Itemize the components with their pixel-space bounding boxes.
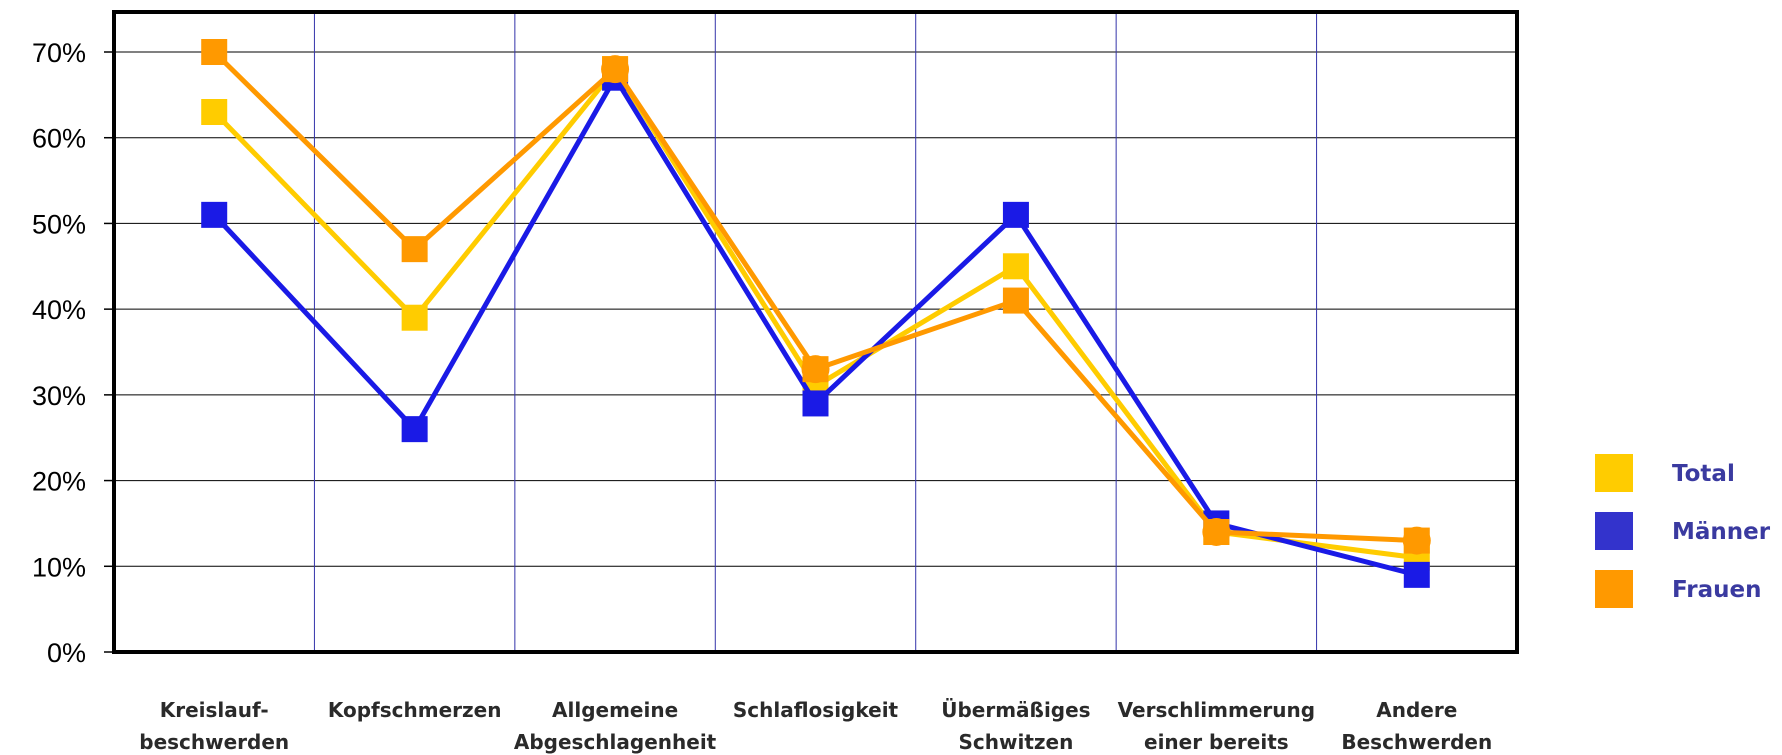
data-point-männer	[201, 201, 228, 228]
y-tick-label: 60%	[32, 124, 86, 154]
legend: Total Männer Frauen	[1595, 454, 1771, 608]
data-point-frauen	[401, 236, 428, 263]
legend-swatch-frauen	[1595, 570, 1633, 608]
y-tick-label: 40%	[32, 295, 86, 325]
y-tick-label: 0%	[47, 638, 86, 668]
grid	[104, 12, 1517, 653]
series-lines	[201, 39, 1431, 588]
y-tick-label: 70%	[32, 38, 86, 68]
series-line-total	[212, 66, 1418, 561]
data-point-circle-frauen	[801, 355, 830, 384]
legend-swatch-männer	[1595, 512, 1633, 550]
plot-border	[112, 10, 1519, 654]
data-point-total	[1002, 253, 1029, 280]
data-point-circle-frauen	[601, 55, 630, 84]
x-tick-label: Allgemeine Abgeschlagenheit	[514, 698, 717, 754]
plot-frame	[112, 10, 1519, 654]
x-tick-label: Andere Beschwerden	[1341, 698, 1492, 754]
data-point-total	[401, 304, 428, 331]
data-point-männer	[401, 416, 428, 443]
data-point-männer	[802, 390, 829, 417]
y-tick-label: 20%	[32, 467, 86, 497]
y-tick-label: 50%	[32, 209, 86, 239]
y-tick-label: 10%	[32, 552, 86, 582]
data-point-total	[201, 99, 228, 125]
x-axis-tick-labels: Kreislauf-beschwerden Kopfschmerzen Allgem…	[139, 698, 1492, 754]
x-tick-label: Übermäßiges Schwitzen	[941, 698, 1090, 754]
data-point-frauen	[201, 39, 228, 65]
data-point-männer	[1002, 201, 1029, 228]
x-tick-label: Verschlimmerung einer bereits	[1118, 698, 1315, 754]
x-tick-label: Kreislauf-beschwerden	[139, 698, 289, 754]
x-tick-label: Schlaflosigkeit	[733, 698, 899, 722]
y-axis-tick-labels: 0% 10% 20% 30% 40% 50% 60% 70%	[32, 38, 86, 668]
legend-label-männer: Männer	[1672, 519, 1771, 545]
legend-label-total: Total	[1672, 461, 1735, 487]
data-point-männer	[1403, 561, 1430, 588]
legend-label-frauen: Frauen	[1672, 577, 1761, 603]
x-tick-label: Kopfschmerzen	[328, 698, 502, 722]
legend-swatch-total	[1595, 454, 1633, 492]
data-point-frauen	[1002, 287, 1029, 314]
y-tick-label: 30%	[32, 381, 86, 411]
series-line-männer	[212, 75, 1418, 578]
data-point-circle-frauen	[1202, 518, 1231, 546]
data-point-circle-frauen	[1402, 526, 1431, 555]
